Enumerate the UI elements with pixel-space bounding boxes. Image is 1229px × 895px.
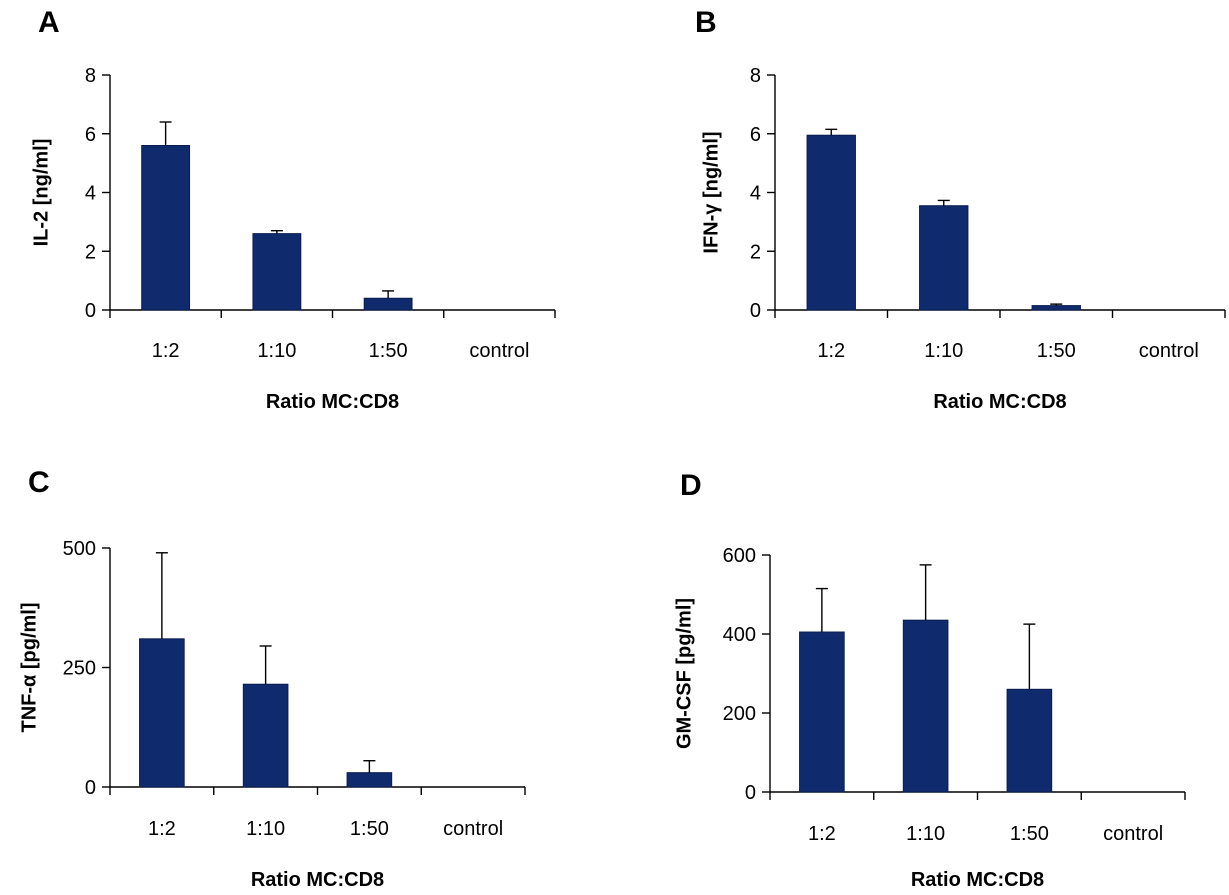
y-tick-label: 4: [85, 183, 96, 205]
panel-letter: C: [28, 466, 50, 499]
x-tick-label: 1:10: [257, 340, 296, 362]
x-tick-label: 1:2: [817, 340, 845, 362]
x-tick-label: control: [1103, 823, 1163, 845]
y-axis-title: IFN-γ [ng/ml]: [700, 131, 722, 253]
chart-panel-d: D 0 200 400 600 1:2 1:10 1:50 control Ratio MC:CD…: [673, 469, 1186, 891]
bar: [363, 297, 413, 311]
x-axis-title: Ratio MC:CD8: [911, 869, 1044, 891]
bar: [902, 619, 949, 793]
x-tick-label: 1:50: [369, 340, 408, 362]
y-tick-label: 2: [85, 241, 96, 263]
x-tick-label: 1:50: [350, 818, 389, 840]
bar: [139, 638, 185, 788]
panel-letter: B: [695, 6, 717, 39]
y-tick-label: 6: [750, 124, 761, 146]
y-tick-label: 400: [723, 624, 756, 646]
y-tick-label: 0: [745, 782, 756, 804]
chart-panel-b: B 0 2 4 6 8 1:2 1:10 1:50 control Ratio MC:CD8 IFN-…: [695, 6, 1226, 413]
x-tick-label: 1:2: [808, 823, 836, 845]
x-tick-label: 1:50: [1010, 823, 1049, 845]
bar: [141, 145, 191, 311]
bar: [346, 772, 393, 788]
x-tick-label: control: [469, 340, 529, 362]
y-tick-label: 0: [85, 300, 96, 322]
bar: [1006, 688, 1053, 793]
x-axis-title: Ratio MC:CD8: [251, 869, 384, 891]
x-tick-label: 1:2: [148, 818, 176, 840]
x-tick-label: 1:50: [1037, 340, 1076, 362]
y-axis-title: TNF-α [pg/ml]: [18, 602, 40, 732]
bar: [252, 233, 302, 311]
x-axis-title: Ratio MC:CD8: [933, 391, 1066, 413]
panel-letter: D: [680, 469, 702, 502]
y-axis-title: GM-CSF [pg/ml]: [673, 598, 695, 749]
y-axis-title: IL-2 [ng/ml]: [30, 139, 52, 247]
bar: [799, 631, 845, 793]
x-tick-label: control: [1139, 340, 1199, 362]
x-axis-title: Ratio MC:CD8: [266, 391, 399, 413]
bar: [242, 683, 289, 788]
y-tick-label: 600: [723, 545, 756, 567]
bar: [1031, 305, 1081, 311]
x-tick-label: 1:10: [246, 818, 285, 840]
x-tick-label: 1:2: [152, 340, 180, 362]
y-tick-label: 8: [85, 65, 96, 87]
chart-panel-a: A 0 2 4 6 8 1:2 1:10 1:50 control Ratio MC:CD8 IL-2…: [30, 6, 556, 413]
y-tick-label: 0: [750, 300, 761, 322]
x-tick-label: 1:10: [906, 823, 945, 845]
y-tick-label: 250: [63, 658, 96, 680]
y-tick-label: 500: [63, 538, 96, 560]
panel-letter: A: [38, 6, 60, 39]
chart-panel-c: C 0 250 500 1:2 1:10 1:50 control Ratio MC:CD8 TN…: [18, 466, 526, 891]
y-tick-label: 4: [750, 183, 761, 205]
x-tick-label: 1:10: [924, 340, 963, 362]
y-tick-label: 0: [85, 777, 96, 799]
y-tick-label: 6: [85, 124, 96, 146]
bar: [806, 134, 856, 311]
x-tick-label: control: [443, 818, 503, 840]
y-tick-label: 200: [723, 703, 756, 725]
bar: [919, 205, 969, 311]
y-tick-label: 2: [750, 241, 761, 263]
y-tick-label: 8: [750, 65, 761, 87]
